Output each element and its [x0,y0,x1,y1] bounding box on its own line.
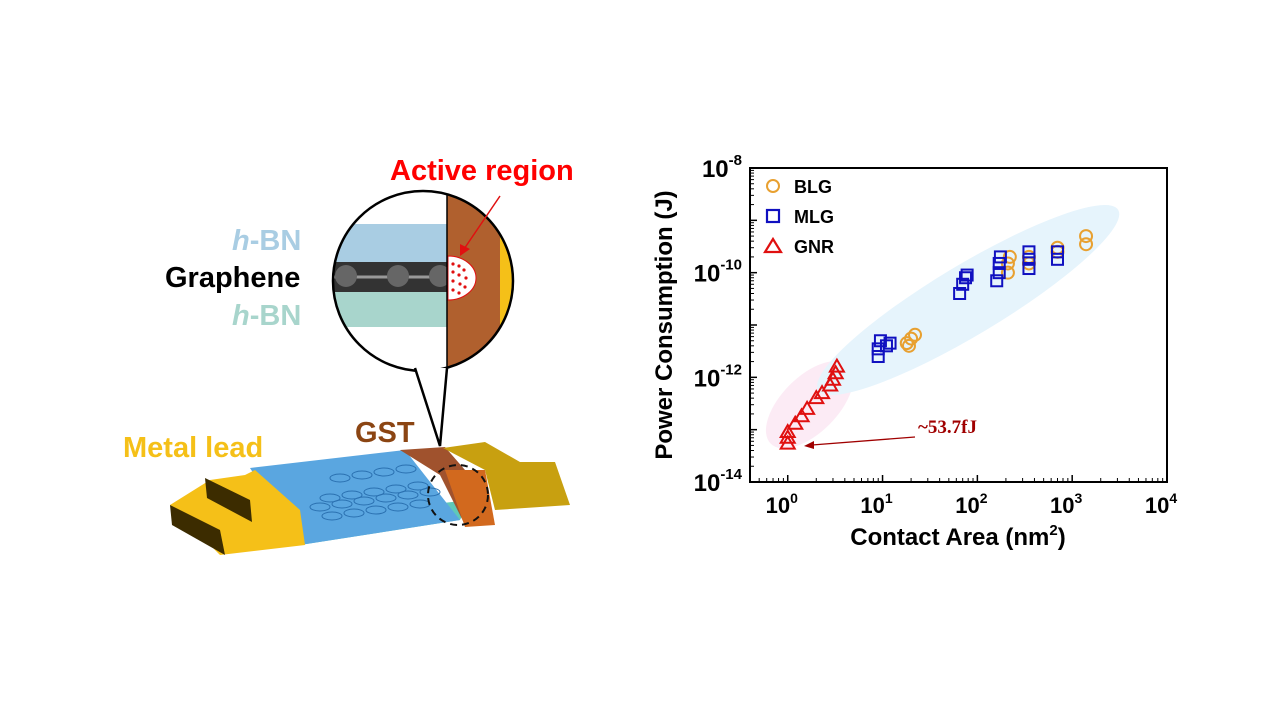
hbn-bottom-band [333,292,448,327]
blg-point [1002,249,1017,264]
legend-marker-gnr [763,236,783,254]
mlg-point [1022,252,1036,266]
blg-point [1000,256,1015,271]
mlg-point [879,339,893,353]
mlg-point [992,256,1006,270]
metal-lead-right [443,442,570,510]
blg-point [908,327,923,342]
blg-point [1079,229,1094,244]
magnifier [331,189,515,447]
mlg-point [990,274,1004,288]
x-axis-label: Contact Area (nm2) [850,522,1065,551]
device-diagram: Active region h-BN Graphene h-BN GST Met… [123,155,574,555]
gnr-point [821,376,839,392]
blg-point [1050,244,1065,259]
mlg-point [953,286,967,300]
x-tick-label: 104 [1145,490,1177,518]
blg-point [1050,240,1065,255]
gnr-point [778,428,797,444]
x-tick-label: 102 [955,490,987,518]
magnifier-pointer [413,367,449,447]
gnr-point [778,423,797,439]
metal-lead-label: Metal lead [123,432,263,464]
annotation-arrow [811,436,916,446]
blg-point [1021,249,1036,264]
mlg-point [1050,245,1064,259]
atom [387,265,409,287]
gnr-point [786,414,804,430]
mlg-point [883,336,897,350]
blg-point [901,338,916,353]
gst-label: GST [355,417,415,449]
mlg-point [992,266,1006,280]
graphene-cluster-ellipse [817,205,1120,396]
mlg-point [993,250,1007,264]
legend-marker-mlg [765,208,781,224]
hbn-bottom-label: h-BN [232,300,301,332]
y-tick-label: 10-12 [694,361,742,392]
blg-point [899,336,914,351]
graphene-lattice [309,464,441,521]
metal-lead-left-side [170,505,225,555]
mlg-point [956,277,970,291]
gnr-point [778,434,797,450]
gnr-point [807,389,826,405]
active-region-label: Active region [390,155,574,187]
y-tick-label: 10-10 [694,257,742,288]
legend-label: GNR [794,237,834,257]
blg-point [904,331,919,346]
mlg-point [871,350,885,364]
active-region-spot [447,255,477,301]
mlg-point [871,342,885,356]
mlg-point [873,334,887,348]
device [170,442,570,555]
hbn-top-layer [250,450,460,545]
blg-point [1079,237,1094,252]
mlg-point [1022,245,1036,259]
graphene-label: Graphene [165,262,300,294]
gnr-cluster-ellipse [765,361,854,449]
hbn-top-band [333,224,448,262]
gnr-point [813,384,831,400]
gnr-point [824,370,842,386]
zoom-region-circle [427,464,489,526]
gnr-point [792,407,811,423]
x-tick-label: 100 [766,490,798,518]
plot-frame [749,167,1168,483]
hbn-top-label: h-BN [232,225,301,257]
y-tick-label: 10-8 [702,152,742,183]
annotation: ~53.7fJ [804,417,977,449]
blg-point [1021,256,1036,271]
gnr-point [828,357,846,373]
gnr-point [826,364,845,380]
mlg-point [1022,262,1036,276]
atom [335,265,357,287]
gnr-point [798,399,816,415]
y-axis-label: Power Consumption (J) [651,190,678,459]
x-tick-label: 101 [860,490,892,518]
metal-band [500,191,513,371]
x-tick-label: 103 [1050,490,1082,518]
legend-label: BLG [794,177,832,197]
metal-lead-notch [205,478,252,522]
mlg-point [959,271,973,285]
legend-label: MLG [794,207,834,227]
atom [429,265,451,287]
y-tick-label: 10-14 [694,466,743,497]
active-region-arrow [461,195,501,253]
mlg-point [960,268,974,282]
annotation-label: ~53.7fJ [918,417,977,438]
mlg-point [1050,252,1064,266]
blg-point [1000,265,1015,280]
legend-marker-blg [766,179,780,193]
